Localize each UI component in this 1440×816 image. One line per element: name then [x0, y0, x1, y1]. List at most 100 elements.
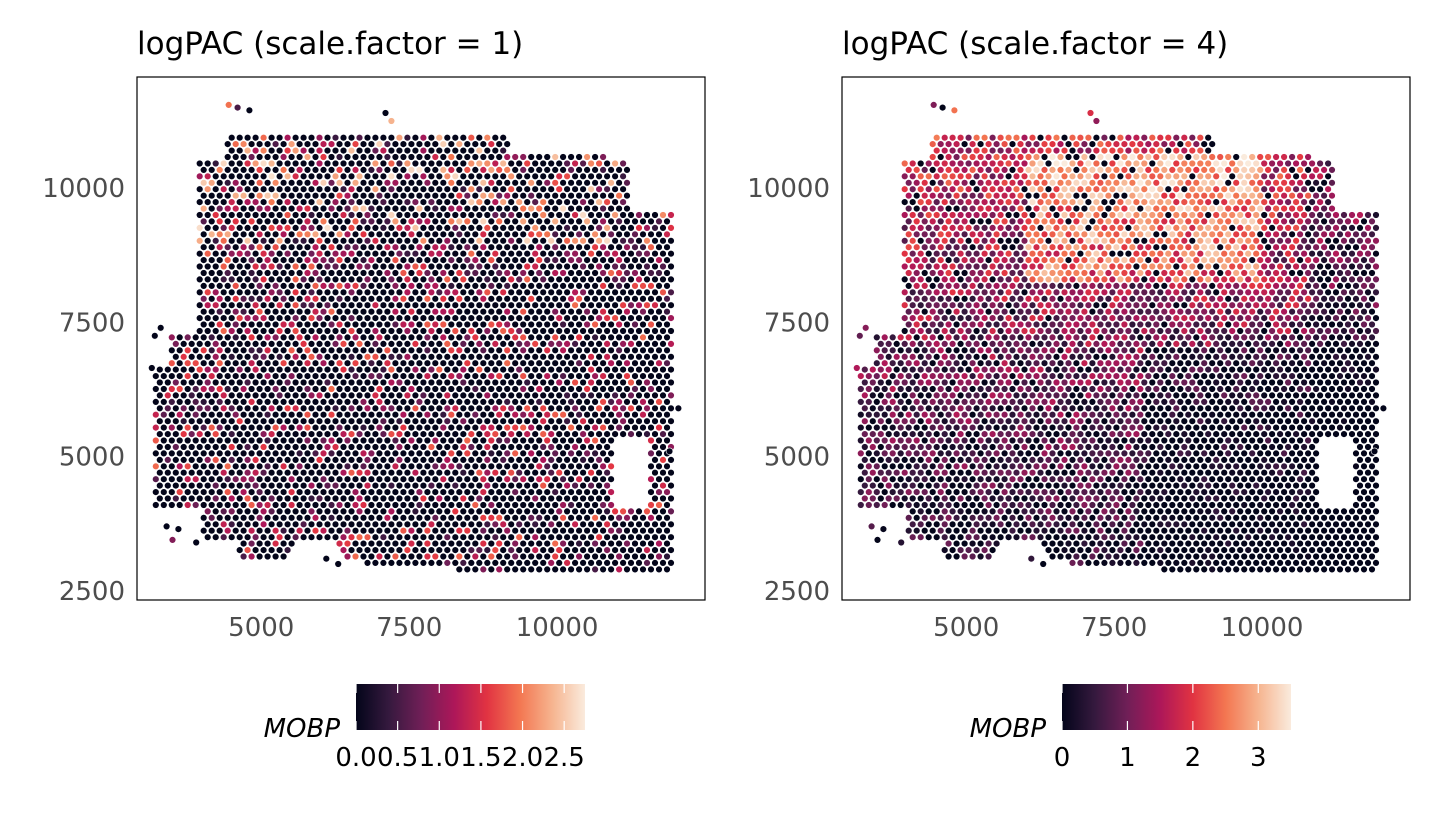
spot-point — [331, 134, 340, 142]
spot-point — [443, 469, 451, 477]
spot-point — [1140, 494, 1149, 503]
spot-point — [543, 256, 551, 264]
spot-point — [1188, 469, 1197, 477]
spot-point — [639, 539, 647, 548]
spot-point — [639, 552, 647, 561]
spot-point — [1368, 565, 1376, 574]
spot-point — [359, 230, 368, 239]
spot-point — [1164, 546, 1173, 554]
spot-point — [247, 385, 256, 393]
spot-point — [451, 378, 459, 387]
spot-point — [419, 494, 428, 503]
spot-point — [563, 340, 571, 348]
spot-point — [267, 533, 276, 541]
spot-point — [531, 417, 539, 425]
spot-point — [1368, 526, 1376, 535]
spot-point — [359, 436, 368, 445]
spot-point — [192, 501, 200, 509]
spot-point — [411, 443, 420, 451]
spot-point — [188, 353, 196, 361]
spot-point — [451, 250, 459, 258]
spot-point — [619, 172, 627, 181]
spot-point — [491, 417, 499, 425]
spot-point — [399, 436, 408, 445]
spot-point — [299, 417, 308, 425]
spot-point — [587, 546, 595, 554]
spot-point — [403, 134, 412, 142]
spot-point — [555, 237, 563, 245]
spot-point — [1124, 456, 1133, 464]
spot-point — [1032, 475, 1041, 483]
spot-point — [1036, 520, 1045, 528]
spot-point — [563, 198, 571, 206]
spot-point — [996, 494, 1005, 503]
spot-point — [1268, 494, 1276, 503]
spot-point — [459, 417, 467, 425]
spot-point — [399, 333, 408, 342]
spot-point — [407, 269, 416, 277]
spot-point — [615, 230, 623, 239]
spot-point — [1276, 456, 1284, 464]
spot-point — [627, 288, 635, 296]
spot-point — [435, 172, 443, 181]
spot-point — [251, 185, 260, 193]
spot-point — [1040, 488, 1049, 496]
spot-point — [607, 217, 615, 226]
spot-point — [303, 411, 312, 419]
spot-point — [475, 327, 483, 335]
spot-point — [435, 340, 443, 348]
spot-point — [571, 404, 579, 412]
spot-point — [639, 372, 647, 380]
spot-point — [200, 423, 208, 432]
spot-point — [212, 275, 220, 284]
spot-point — [315, 288, 324, 296]
spot-point — [595, 250, 603, 258]
spot-point — [192, 488, 200, 496]
spot-point — [515, 327, 523, 335]
spot-point — [479, 398, 487, 406]
spot-point — [579, 275, 587, 284]
spot-point — [1128, 488, 1137, 496]
spot-point — [327, 282, 336, 290]
spot-point — [599, 217, 607, 226]
spot-point — [1028, 456, 1037, 464]
spot-point — [212, 340, 220, 348]
spot-point — [403, 237, 412, 245]
spot-point — [503, 333, 511, 342]
spot-point — [1296, 539, 1304, 548]
spot-point — [563, 365, 571, 374]
spot-point — [419, 365, 428, 374]
spot-point — [559, 514, 567, 522]
spot-point — [236, 481, 244, 490]
spot-point — [419, 559, 428, 567]
spot-point — [603, 443, 611, 451]
spot-point — [487, 346, 495, 354]
spot-point — [263, 192, 272, 200]
spot-point — [535, 333, 543, 342]
spot-point — [900, 469, 909, 477]
spot-point — [323, 456, 332, 464]
spot-point — [948, 520, 957, 528]
spot-point — [1196, 520, 1205, 528]
spot-point — [900, 494, 909, 503]
spot-point — [415, 308, 424, 316]
spot-point — [507, 378, 515, 387]
spot-point — [595, 172, 603, 181]
spot-point — [311, 320, 320, 329]
spot-point — [315, 481, 324, 490]
spot-point — [379, 250, 388, 258]
spot-point — [447, 192, 455, 200]
spot-point — [1240, 488, 1248, 496]
spot-point — [363, 546, 372, 554]
spot-point — [208, 308, 216, 316]
spot-point — [395, 262, 404, 271]
spot-point — [455, 140, 463, 148]
spot-point — [295, 282, 304, 290]
spot-point — [483, 533, 491, 541]
spot-point — [399, 295, 408, 303]
spot-point — [463, 179, 471, 187]
spot-point — [267, 146, 276, 155]
spot-point — [200, 501, 208, 509]
spot-point — [587, 417, 595, 425]
spot-point — [1244, 546, 1252, 554]
